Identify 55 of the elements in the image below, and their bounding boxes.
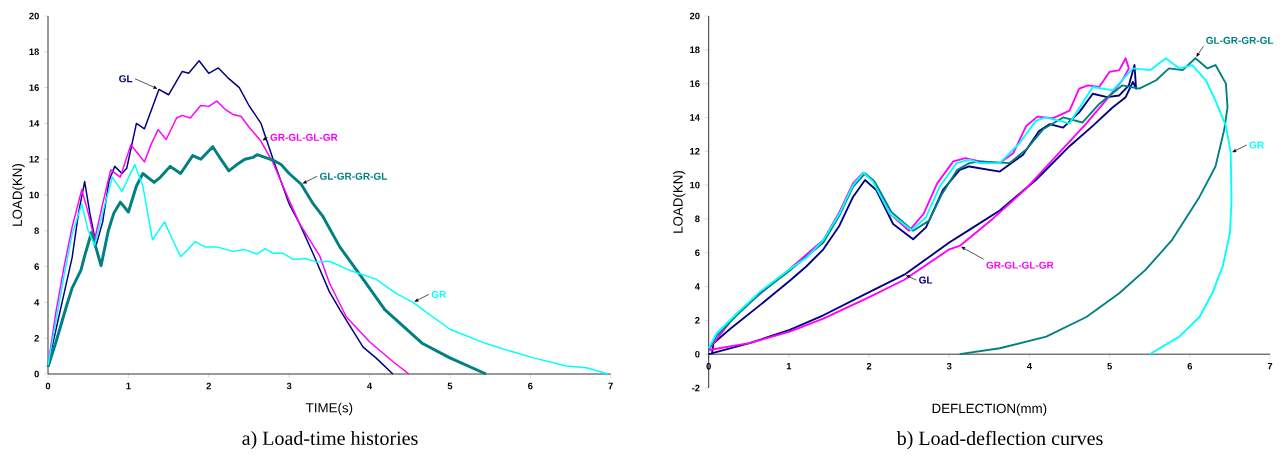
y-tick-label: 14: [690, 114, 700, 121]
series-label: GL-GR-GR-GL: [319, 172, 387, 180]
series-label: GR: [431, 290, 447, 298]
x-tick-label: 5: [1107, 362, 1112, 370]
y-tick-label: 4: [694, 283, 700, 290]
x-tick-label: 0: [706, 362, 711, 370]
y-tick-label: 16: [29, 84, 39, 91]
series-label: GR: [1249, 141, 1264, 149]
x-tick-label: 0: [45, 382, 51, 390]
y-tick-label: 10: [29, 191, 39, 199]
y-tick-label: 14: [29, 120, 40, 127]
y-tick-label: 20: [29, 12, 39, 20]
y-axis-title: LOAD(KN): [672, 170, 686, 233]
x-tick-label: 4: [1026, 362, 1032, 370]
x-tick-label: 4: [367, 382, 373, 390]
y-tick-label: 18: [690, 46, 700, 54]
text: GL: [119, 75, 133, 83]
x-tick-label: 7: [1267, 362, 1273, 370]
y-axis-title: LOAD(KN): [12, 163, 25, 226]
y-tick-label: 10: [690, 181, 700, 189]
y-tick-label: 12: [29, 155, 39, 163]
text: a) Load-time histories: [242, 430, 418, 450]
y-tick-label: 12: [690, 148, 700, 155]
y-tick-label: 18: [29, 48, 39, 56]
y-tick-label: 0: [34, 370, 39, 378]
y-tick-label: 8: [34, 227, 39, 235]
x-tick-label: 6: [528, 382, 533, 390]
x-tick-label: 2: [206, 382, 211, 390]
y-tick-label: 2: [34, 334, 39, 342]
y-tick-label: -2: [692, 384, 700, 392]
x-tick-label: 6: [1187, 362, 1193, 370]
x-axis-title: DEFLECTION(mm): [932, 403, 1047, 416]
x-tick-label: 3: [946, 362, 952, 370]
y-tick-label: 2: [695, 317, 700, 324]
text: b) Load-deflection curves: [896, 430, 1103, 450]
y-tick-label: 8: [695, 215, 700, 223]
text: GR-GL-GL-GR: [986, 261, 1054, 269]
series-label: GR-GL-GL-GR: [270, 133, 338, 141]
y-tick-label: 6: [695, 249, 700, 257]
x-tick-label: 5: [447, 382, 453, 390]
y-tick-label: 6: [34, 263, 39, 270]
series-label: GL-GR-GR-GL: [1206, 36, 1274, 44]
x-tick-label: 7: [608, 382, 613, 390]
y-tick-label: 16: [690, 80, 700, 87]
y-tick-label: 20: [689, 12, 700, 20]
line-series: [47, 100, 410, 375]
x-tick-label: 1: [786, 362, 792, 370]
line-series: [46, 145, 488, 376]
x-tick-label: 2: [866, 362, 872, 370]
x-tick-label: 3: [286, 382, 292, 390]
x-axis-title: TIME(s): [305, 402, 353, 416]
y-tick-label: 4: [34, 299, 40, 306]
series-label: GL: [919, 276, 933, 284]
y-tick-label: 0: [695, 350, 700, 358]
x-tick-label: 1: [126, 382, 131, 390]
